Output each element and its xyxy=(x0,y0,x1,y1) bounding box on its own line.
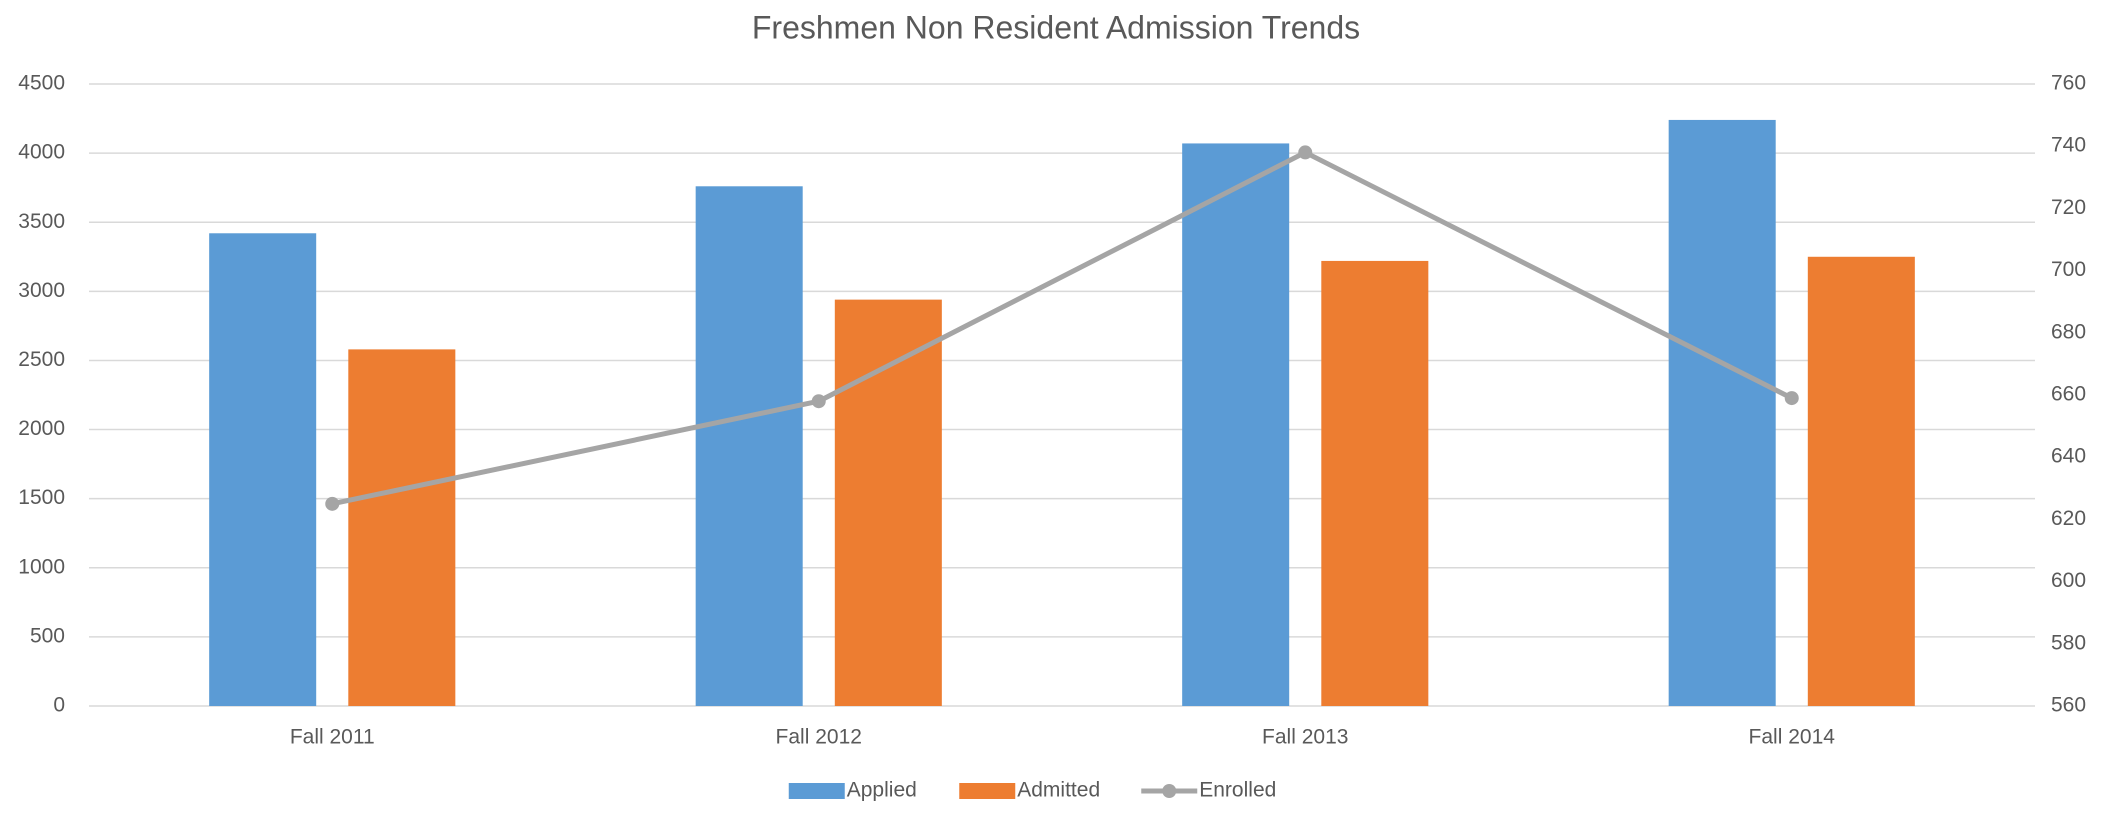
legend-label: Enrolled xyxy=(1199,779,1276,802)
chart-title: Freshmen Non Resident Admission Trends xyxy=(752,9,1360,45)
bar xyxy=(1807,256,1915,706)
y2-tick-label: 560 xyxy=(2051,694,2086,717)
bar xyxy=(209,233,317,706)
bar xyxy=(1321,260,1429,706)
y2-tick-label: 640 xyxy=(2051,445,2086,468)
y-tick-label: 1000 xyxy=(18,555,65,578)
x-tick-label: Fall 2012 xyxy=(776,726,862,749)
y2-tick-label: 740 xyxy=(2051,134,2086,157)
bar xyxy=(1668,119,1776,707)
bar xyxy=(348,349,456,706)
y-tick-label: 1500 xyxy=(18,486,65,509)
legend-label: Applied xyxy=(847,779,917,802)
y-tick-label: 3000 xyxy=(18,279,65,302)
y-tick-label: 4500 xyxy=(18,72,65,95)
line-marker xyxy=(325,496,340,511)
legend-symbol xyxy=(959,783,1016,799)
y-tick-label: 2500 xyxy=(18,348,65,371)
bar xyxy=(834,299,942,706)
y2-tick-label: 620 xyxy=(2051,507,2086,530)
x-tick-label: Fall 2013 xyxy=(1262,726,1348,749)
y2-tick-label: 680 xyxy=(2051,320,2086,343)
y2-tick-label: 580 xyxy=(2051,631,2086,654)
line xyxy=(331,149,1793,507)
y-tick-label: 500 xyxy=(30,624,65,647)
y2-tick-label: 660 xyxy=(2051,383,2086,406)
legend-symbol xyxy=(1162,784,1177,798)
x-tick-label: Fall 2011 xyxy=(290,726,375,749)
y-tick-label: 4000 xyxy=(18,141,65,164)
line-marker xyxy=(1784,391,1799,406)
y-tick-label: 2000 xyxy=(18,417,65,440)
y2-tick-label: 600 xyxy=(2051,569,2086,592)
y-tick-label: 3500 xyxy=(18,210,65,233)
x-tick-label: Fall 2014 xyxy=(1749,726,1836,749)
y2-tick-label: 720 xyxy=(2051,196,2086,219)
legend-symbol xyxy=(788,783,845,799)
legend-label: Admitted xyxy=(1017,779,1100,802)
line-marker xyxy=(811,394,826,409)
y-tick-label: 0 xyxy=(53,694,65,717)
line-marker xyxy=(1298,145,1313,160)
y2-tick-label: 700 xyxy=(2051,258,2086,281)
bar xyxy=(695,186,803,707)
y2-tick-label: 760 xyxy=(2051,72,2086,95)
bar xyxy=(1182,143,1290,707)
